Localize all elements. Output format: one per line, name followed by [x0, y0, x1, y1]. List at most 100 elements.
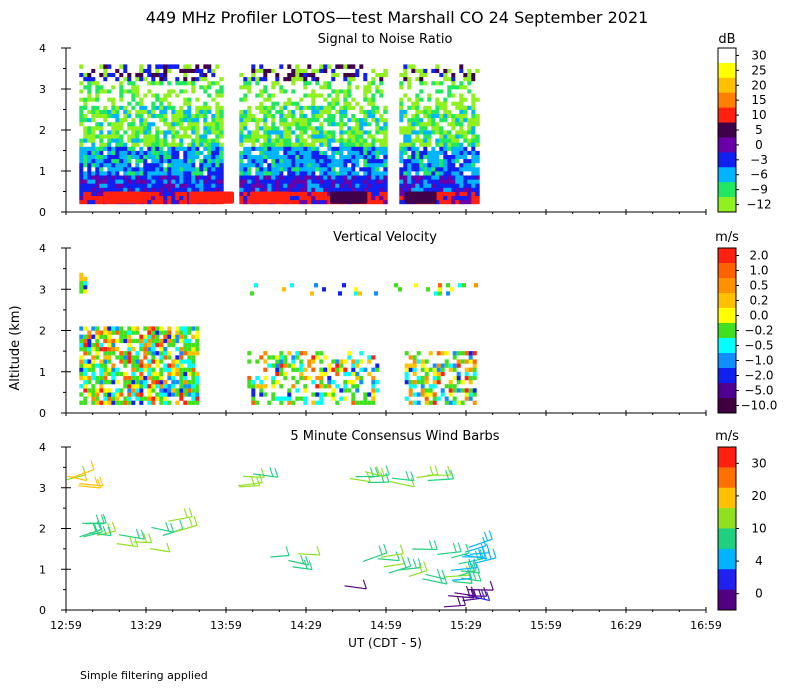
snr-cell — [195, 109, 200, 114]
snr-cell — [447, 150, 452, 155]
snr-cell — [287, 146, 292, 151]
snr-cell — [435, 117, 440, 123]
snr-cell — [175, 195, 180, 201]
vv-cell — [131, 371, 136, 377]
snr-cell — [87, 113, 92, 119]
snr-cell — [115, 72, 120, 78]
colorbar-cell — [718, 197, 736, 213]
snr-cell — [355, 175, 360, 180]
snr-cell — [279, 183, 284, 188]
snr-cell — [455, 171, 460, 176]
snr-cell — [115, 76, 120, 82]
snr-cell — [375, 125, 380, 131]
snr-cell — [143, 146, 148, 151]
vv-cell — [167, 363, 172, 368]
barb-flag — [423, 561, 428, 571]
snr-cell — [311, 105, 316, 110]
vv-cell — [452, 355, 457, 360]
snr-cell — [179, 158, 184, 164]
vv-cell — [440, 392, 445, 397]
snr-cell — [271, 101, 276, 106]
snr-cell — [123, 162, 128, 168]
snr-cell — [359, 117, 364, 123]
snr-cell — [439, 191, 444, 196]
snr-cell — [443, 183, 448, 188]
vv-cell — [111, 330, 116, 335]
x-tick-label: 13:59 — [210, 619, 242, 632]
vv-cell — [331, 359, 336, 364]
barb-staff — [412, 548, 438, 551]
snr-cell — [87, 89, 92, 94]
snr-cell — [143, 175, 148, 180]
snr-cell — [315, 109, 320, 114]
snr-cell — [435, 105, 440, 110]
snr-cell — [427, 117, 432, 123]
vv-cell — [259, 388, 264, 393]
snr-cell — [219, 97, 224, 102]
barb-staff — [344, 585, 367, 590]
vv-cell — [83, 276, 88, 282]
snr-cell — [363, 121, 368, 127]
snr-cell — [171, 121, 176, 127]
snr-cell — [383, 76, 388, 82]
snr-cell — [295, 199, 300, 205]
snr-cell — [239, 138, 244, 143]
vv-cell — [135, 363, 140, 368]
vv-cell — [444, 396, 449, 401]
snr-cell — [259, 175, 264, 180]
vv-cell — [347, 380, 352, 385]
snr-cell — [147, 97, 152, 102]
snr-cell — [219, 125, 224, 131]
snr-cell — [335, 125, 340, 131]
snr-cell — [127, 80, 132, 86]
vv-cell — [111, 400, 116, 405]
vv-cell — [139, 347, 144, 352]
snr-cell — [343, 154, 348, 160]
snr-cell — [211, 158, 216, 164]
vv-cell — [359, 400, 364, 405]
snr-cell — [315, 187, 320, 192]
snr-cell — [259, 113, 264, 119]
snr-cell — [303, 84, 308, 90]
snr-cell — [463, 101, 468, 106]
vv-cell — [468, 375, 473, 381]
vv-cell — [440, 371, 445, 377]
snr-cell — [451, 89, 456, 94]
snr-cell — [139, 150, 144, 155]
snr-cell — [95, 142, 100, 147]
vv-cell — [438, 291, 442, 296]
snr-cell — [87, 101, 92, 106]
snr-cell — [279, 175, 284, 180]
snr-cell — [99, 183, 104, 188]
snr-cell — [371, 84, 376, 90]
vv-cell — [163, 330, 168, 335]
snr-cell — [431, 76, 436, 82]
snr-cell — [367, 93, 372, 98]
snr-cell — [431, 121, 436, 127]
snr-cell — [463, 175, 468, 180]
vv-cell — [355, 400, 360, 405]
snr-cell — [179, 76, 184, 82]
snr-cell — [191, 109, 196, 114]
snr-cell — [203, 187, 208, 192]
snr-cell — [427, 72, 432, 78]
snr-cell — [207, 101, 212, 106]
vv-cell — [147, 347, 152, 352]
snr-cell — [171, 158, 176, 164]
snr-cell — [99, 125, 104, 131]
snr-cell — [159, 142, 164, 147]
vv-cell — [171, 384, 176, 389]
snr-cell — [135, 89, 140, 94]
snr-cell — [95, 195, 100, 201]
vv-cell — [171, 371, 176, 377]
snr-cell — [103, 166, 108, 172]
vv-cell — [275, 396, 280, 401]
snr-cell — [83, 125, 88, 131]
snr-cell — [415, 84, 420, 90]
vv-cell — [464, 396, 469, 401]
snr-cell — [379, 150, 384, 155]
snr-cell — [215, 109, 220, 114]
panel-2-unit: m/s — [715, 230, 739, 245]
snr-cell — [427, 101, 432, 106]
snr-cell — [275, 146, 280, 151]
